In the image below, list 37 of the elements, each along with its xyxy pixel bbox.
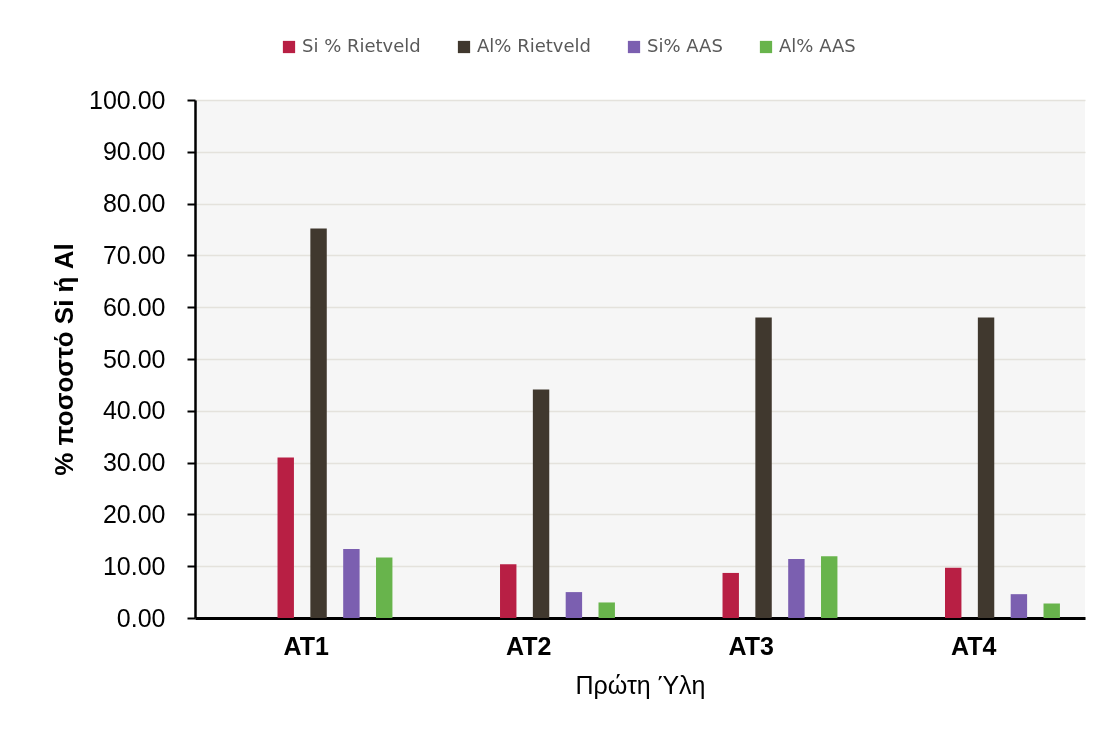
x-tick-label: AT2 [506, 631, 552, 660]
y-tick-label: 90.00 [102, 137, 166, 166]
x-axis-title: Πρώτη Ύλη [575, 670, 706, 699]
legend-label: Si % Rietveld [302, 35, 421, 56]
y-tick-label: 0.00 [116, 603, 166, 632]
bar [500, 564, 517, 618]
y-axis-title: % ποσοστό Si ή Al [49, 243, 80, 476]
bar [565, 592, 583, 618]
legend-label: Al% AAS [779, 35, 856, 56]
y-tick-label: 10.00 [102, 551, 166, 580]
legend-label: Si% AAS [647, 35, 723, 56]
y-tick-label: 70.00 [102, 240, 166, 269]
bar [1043, 603, 1060, 618]
bar [722, 572, 739, 618]
y-tick-label: 100.00 [89, 85, 166, 114]
bar [376, 557, 393, 618]
legend-label: Al% Rietveld [477, 35, 591, 56]
y-tick-label: 40.00 [102, 396, 166, 425]
bar [977, 317, 995, 618]
bar [343, 549, 360, 618]
bar [598, 602, 615, 618]
x-tick-label: AT4 [951, 631, 997, 660]
bar [821, 556, 838, 618]
bar [310, 228, 327, 618]
bar [945, 567, 962, 618]
y-tick-label: 60.00 [102, 292, 166, 321]
bar [788, 558, 805, 618]
bar [755, 317, 772, 618]
x-tick-label: AT3 [728, 631, 774, 660]
y-tick-label: 30.00 [102, 448, 166, 477]
y-tick-label: 20.00 [102, 499, 166, 528]
y-tick-label: 80.00 [102, 189, 166, 218]
bar [532, 389, 550, 618]
y-tick-label: 50.00 [102, 344, 166, 373]
bar [1010, 594, 1028, 618]
bar [277, 457, 294, 618]
x-tick-label: AT1 [283, 631, 330, 660]
